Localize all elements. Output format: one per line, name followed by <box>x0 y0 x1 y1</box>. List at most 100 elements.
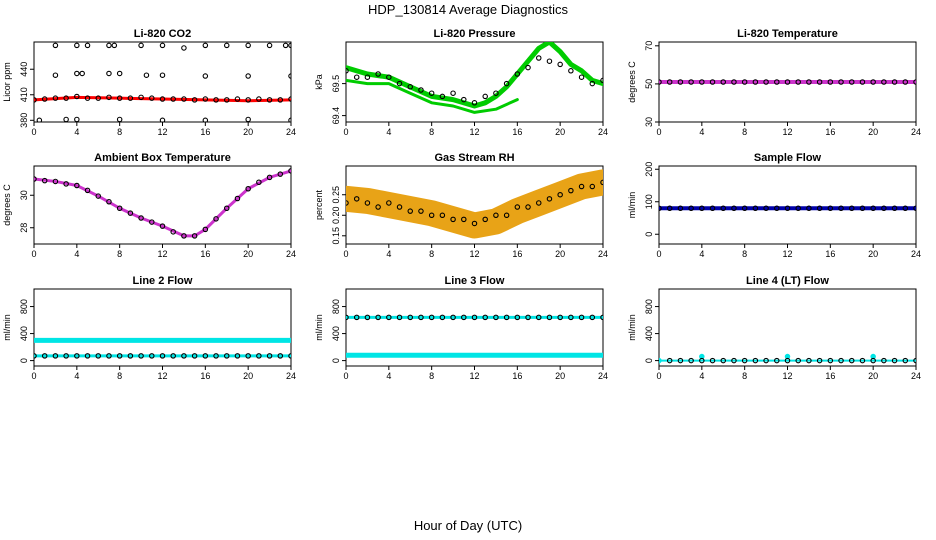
x-tick-label: 12 <box>157 371 167 381</box>
data-point <box>74 93 80 100</box>
data-point <box>191 233 198 239</box>
data-point <box>913 357 916 364</box>
y-tick-label: 380 <box>19 113 29 128</box>
data-point <box>709 79 716 85</box>
data-point <box>353 196 360 202</box>
data-point <box>245 353 251 359</box>
data-band <box>34 169 291 238</box>
data-point <box>659 79 662 85</box>
x-tick-label: 16 <box>200 371 210 381</box>
x-tick-label: 24 <box>598 371 608 381</box>
data-point <box>600 179 603 186</box>
x-tick-label: 24 <box>911 127 921 137</box>
data-point <box>364 200 371 206</box>
data-point <box>870 205 876 212</box>
x-tick-label: 16 <box>825 249 835 259</box>
data-point <box>256 353 262 359</box>
data-point <box>170 353 176 359</box>
data-point <box>224 205 230 212</box>
data-point <box>471 314 478 321</box>
data-point <box>677 79 684 85</box>
data-point <box>149 95 155 101</box>
data-point <box>418 208 424 214</box>
y-tick-label: 0 <box>644 232 654 237</box>
data-point <box>159 96 166 102</box>
x-tick-label: 24 <box>911 371 921 381</box>
data-point <box>659 357 662 364</box>
x-tick-label: 8 <box>429 249 434 259</box>
y-tick-label: 70 <box>644 41 654 51</box>
plot-area <box>659 79 916 85</box>
data-point <box>428 314 435 321</box>
data-point <box>816 357 823 364</box>
data-point <box>546 196 553 202</box>
data-point <box>913 79 916 85</box>
y-axis-title: degrees C <box>627 61 637 103</box>
data-point <box>741 357 748 364</box>
data-point <box>881 357 887 364</box>
y-tick-label: 0.15 <box>331 227 341 245</box>
data-point <box>234 195 241 202</box>
data-point <box>482 93 488 100</box>
data-point <box>659 205 662 211</box>
data-point <box>546 314 553 321</box>
data-point <box>578 314 585 321</box>
y-tick-label: 50 <box>644 79 654 89</box>
data-point <box>116 205 123 212</box>
data-point <box>666 205 673 212</box>
chart-panel: Gas Stream RH percent 0 4 8 12 16 20 24 0.15 0.20 0… <box>314 152 608 259</box>
plot-area <box>659 205 916 212</box>
y-tick-label: 800 <box>19 299 29 314</box>
data-point <box>741 205 748 212</box>
data-band <box>34 95 291 103</box>
data-point <box>891 79 898 85</box>
data-point <box>159 72 166 78</box>
data-point <box>418 87 424 93</box>
data-point <box>95 95 102 101</box>
data-point <box>503 314 510 321</box>
data-point <box>127 95 134 101</box>
data-point <box>138 353 144 359</box>
data-point <box>138 42 144 49</box>
y-tick-label: 200 <box>644 162 654 177</box>
data-point <box>418 314 424 321</box>
x-tick-label: 8 <box>117 249 122 259</box>
data-point <box>41 96 48 102</box>
plot-area <box>346 42 603 114</box>
chart-title: Li-820 CO2 <box>134 28 191 40</box>
y-tick-label: 800 <box>331 299 341 314</box>
data-band <box>346 78 519 114</box>
data-point <box>816 79 823 85</box>
data-point <box>493 90 499 96</box>
data-point <box>600 314 603 321</box>
data-point <box>827 79 834 85</box>
data-point <box>234 96 241 102</box>
page-title: HDP_130814 Average Diagnostics <box>368 2 568 17</box>
data-point <box>902 357 909 364</box>
data-point <box>396 204 403 210</box>
data-point <box>450 314 456 321</box>
data-point <box>106 353 112 359</box>
data-point <box>471 100 478 106</box>
data-point <box>116 70 123 77</box>
data-point <box>461 314 467 321</box>
x-tick-label: 24 <box>911 249 921 259</box>
data-point <box>224 97 230 103</box>
chart-panel: Line 4 (LT) Flow ml/min 0 4 8 12 16 20 24 0 400 800 <box>627 275 921 381</box>
data-point <box>439 93 446 100</box>
chart-title: Li-820 Pressure <box>434 28 516 40</box>
data-point <box>138 215 144 221</box>
plot-frame <box>33 41 292 123</box>
data-point <box>288 117 291 122</box>
data-point <box>74 353 80 359</box>
data-point <box>191 97 198 103</box>
data-point <box>891 205 898 212</box>
x-tick-label: 20 <box>555 249 565 259</box>
x-tick-label: 16 <box>200 249 210 259</box>
data-point <box>578 183 585 190</box>
x-tick-label: 8 <box>117 127 122 137</box>
data-point <box>84 353 91 359</box>
data-point <box>881 79 887 85</box>
data-point <box>881 205 887 212</box>
